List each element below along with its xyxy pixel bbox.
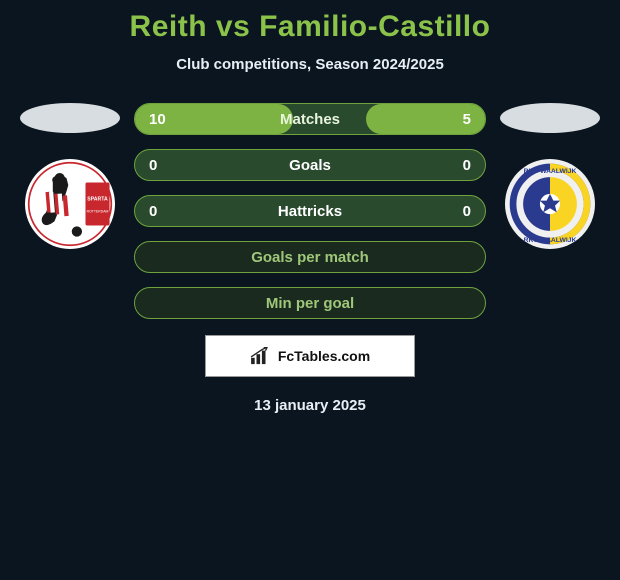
svg-text:RKC WAALWIJK: RKC WAALWIJK <box>524 168 577 175</box>
comparison-card: Reith vs Familio-Castillo Club competiti… <box>0 0 620 414</box>
stat-label: Matches <box>135 111 485 128</box>
stat-right-value: 5 <box>463 111 471 128</box>
subtitle: Club competitions, Season 2024/2025 <box>0 56 620 73</box>
stat-row-hattricks: 0 Hattricks 0 <box>134 195 486 227</box>
stat-right-value: 0 <box>463 157 471 174</box>
rkc-logo-icon: RKC WAALWIJK RKC WAALWIJK <box>508 162 592 246</box>
right-oval-placeholder <box>500 103 600 133</box>
date-label: 13 january 2025 <box>0 397 620 414</box>
right-team-col: RKC WAALWIJK RKC WAALWIJK <box>490 103 610 249</box>
stat-row-mpg: Min per goal <box>134 287 486 319</box>
stat-right-value: 0 <box>463 203 471 220</box>
sparta-logo-icon: SPARTA ROTTERDAM <box>27 161 113 247</box>
stat-row-gpm: Goals per match <box>134 241 486 273</box>
main-row: SPARTA ROTTERDAM 10 Matches 5 0 <box>0 103 620 319</box>
brand-text: FcTables.com <box>278 348 370 364</box>
stat-label: Min per goal <box>135 295 485 312</box>
stat-label: Hattricks <box>135 203 485 220</box>
brand-link[interactable]: FcTables.com <box>205 335 415 377</box>
stat-label: Goals per match <box>135 249 485 266</box>
stats-column: 10 Matches 5 0 Goals 0 0 Hattricks 0 Goa… <box>130 103 490 319</box>
left-oval-placeholder <box>20 103 120 133</box>
left-team-col: SPARTA ROTTERDAM <box>10 103 130 249</box>
svg-text:SPARTA: SPARTA <box>87 197 108 203</box>
svg-text:RKC WAALWIJK: RKC WAALWIJK <box>524 237 577 244</box>
stat-row-matches: 10 Matches 5 <box>134 103 486 135</box>
stat-label: Goals <box>135 157 485 174</box>
page-title: Reith vs Familio-Castillo <box>0 10 620 44</box>
stat-row-goals: 0 Goals 0 <box>134 149 486 181</box>
sparta-logo[interactable]: SPARTA ROTTERDAM <box>25 159 115 249</box>
chart-icon <box>250 347 272 365</box>
rkc-logo[interactable]: RKC WAALWIJK RKC WAALWIJK <box>505 159 595 249</box>
svg-text:ROTTERDAM: ROTTERDAM <box>87 210 109 214</box>
